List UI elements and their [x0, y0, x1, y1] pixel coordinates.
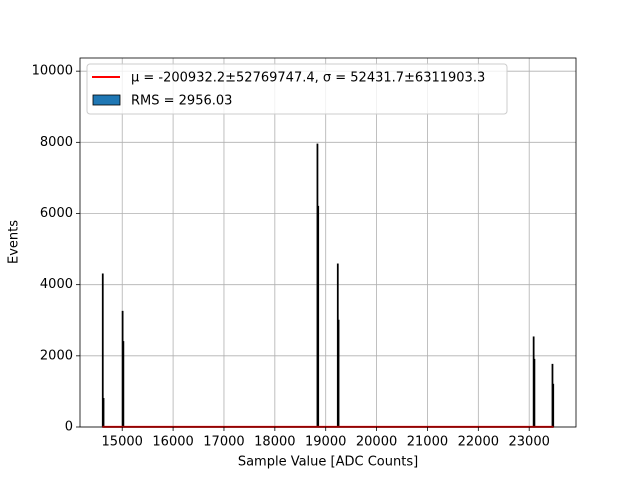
bar: [102, 398, 105, 428]
bar: [122, 341, 125, 428]
x-axis-label: Sample Value [ADC Counts]: [238, 455, 418, 470]
legend-label: μ = -200932.2±52769747.4, σ = 52431.7±63…: [131, 71, 485, 86]
x-tick-label: 23000: [509, 435, 550, 450]
bar: [337, 319, 340, 428]
legend: μ = -200932.2±52769747.4, σ = 52431.7±63…: [86, 63, 508, 115]
x-tick-label: 19000: [305, 435, 346, 450]
x-tick-label: 18000: [254, 435, 295, 450]
bar: [317, 205, 320, 428]
bar: [533, 358, 536, 428]
x-tick-label: 15000: [102, 435, 143, 450]
y-tick-label: 10000: [32, 64, 73, 79]
y-tick-label: 0: [65, 420, 73, 435]
x-tick-label: 16000: [152, 435, 193, 450]
x-tick-label: 17000: [203, 435, 244, 450]
y-tick-label: 4000: [40, 277, 73, 292]
x-tick-label: 21000: [407, 435, 448, 450]
y-tick-label: 8000: [40, 135, 73, 150]
legend-patch: [92, 94, 121, 106]
axes-frame: [79, 57, 577, 428]
y-axis-label: Events: [7, 220, 22, 264]
legend-box: [86, 63, 508, 115]
legend-label: RMS = 2956.03: [131, 94, 232, 109]
y-tick-label: 6000: [40, 206, 73, 221]
ticks: 15000 16000 17000 18000 19000 20000 21000 22000…: [32, 64, 550, 450]
bar: [552, 383, 555, 428]
x-tick-label: 20000: [356, 435, 397, 450]
x-tick-label: 22000: [458, 435, 499, 450]
y-tick-label: 2000: [40, 348, 73, 363]
